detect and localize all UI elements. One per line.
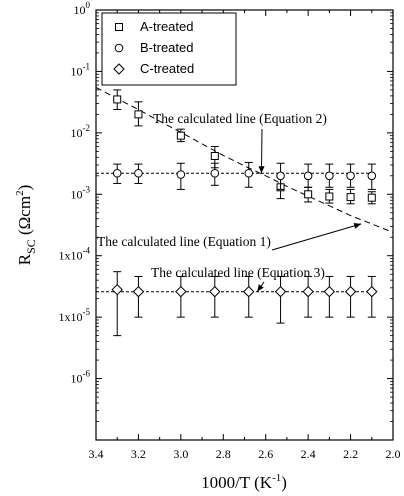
- annotation-arrowhead: [257, 284, 264, 292]
- data-point: [367, 193, 376, 202]
- y-tick-label: 1x10-4: [59, 246, 91, 263]
- axes: 3.4 3.2 3.0 2.8 2.6 2.4 2.2 2.0 100 10-1 10-2 10-3 1…: [59, 0, 401, 461]
- legend-label: B-treated: [140, 40, 193, 55]
- legend-marker: [115, 23, 123, 31]
- annotation-label: The calculated line (Equation 3): [151, 265, 325, 280]
- data-point: [175, 285, 187, 298]
- data-point: [209, 285, 221, 298]
- x-tick-label: 2.2: [343, 447, 358, 461]
- data-point: [176, 170, 186, 179]
- legend-box: [101, 12, 237, 86]
- equation-2-curve: [95, 86, 394, 233]
- annotation-label: The calculated line (Equation 2): [153, 111, 327, 126]
- annotations: The calculated line (Equation 2) The calc…: [97, 111, 362, 292]
- data-point: [113, 95, 122, 104]
- y-tick-label: 10-3: [71, 184, 91, 201]
- annotation-arrow: [271, 223, 362, 251]
- data-point: [244, 168, 254, 178]
- annotation-arrowhead: [353, 222, 362, 229]
- annotation-arrow: [260, 128, 263, 174]
- x-tick-label: 2.8: [216, 447, 231, 461]
- y-tick-label: 10-6: [71, 369, 91, 386]
- legend-label: C-treated: [140, 61, 194, 76]
- data-point: [243, 285, 255, 298]
- x-tick-label: 3.2: [131, 447, 146, 461]
- data-point: [112, 168, 122, 178]
- series-c-treated: [111, 271, 378, 337]
- data-point: [134, 168, 143, 178]
- data-point: [276, 171, 285, 181]
- x-tick-label: 2.6: [258, 447, 273, 461]
- y-tick-label: 10-2: [71, 123, 91, 140]
- data-point: [366, 285, 378, 298]
- x-tick-label: 2.0: [386, 447, 401, 461]
- series-b-treated: [112, 161, 377, 190]
- data-point: [134, 110, 143, 119]
- data-point: [111, 283, 123, 296]
- data-point: [302, 285, 314, 298]
- data-point: [303, 171, 313, 181]
- data-point: [325, 192, 334, 201]
- legend-marker: [114, 43, 124, 53]
- annotation-label: The calculated line (Equation 1): [97, 234, 271, 249]
- data-point: [274, 285, 287, 298]
- series-a-treated: [113, 89, 376, 205]
- data-point: [176, 131, 185, 140]
- data-point: [344, 285, 357, 298]
- y-axis-title: RSC (Ωcm2): [14, 185, 38, 266]
- y-tick-label: 10-1: [71, 61, 91, 78]
- annotation-arrowhead: [258, 166, 265, 174]
- data-point: [323, 285, 336, 298]
- x-tick-label: 3.0: [173, 447, 188, 461]
- data-series: [111, 89, 378, 337]
- x-tick-label: 2.4: [301, 447, 316, 461]
- legend: A-treated B-treated C-treated: [101, 12, 237, 86]
- data-point: [346, 171, 355, 181]
- data-point: [367, 171, 377, 181]
- data-point: [132, 285, 145, 298]
- data-point: [346, 193, 355, 202]
- y-tick-label: 100: [74, 0, 91, 17]
- legend-marker: [113, 63, 125, 75]
- data-point: [325, 171, 334, 181]
- x-tick-label: 3.4: [89, 447, 104, 461]
- data-point: [304, 190, 313, 199]
- legend-label: A-treated: [140, 19, 193, 34]
- x-axis-title: 1000/T (K-1): [201, 472, 287, 492]
- y-tick-label: 1x10-5: [59, 307, 91, 324]
- data-point: [210, 168, 220, 178]
- data-point: [210, 152, 219, 161]
